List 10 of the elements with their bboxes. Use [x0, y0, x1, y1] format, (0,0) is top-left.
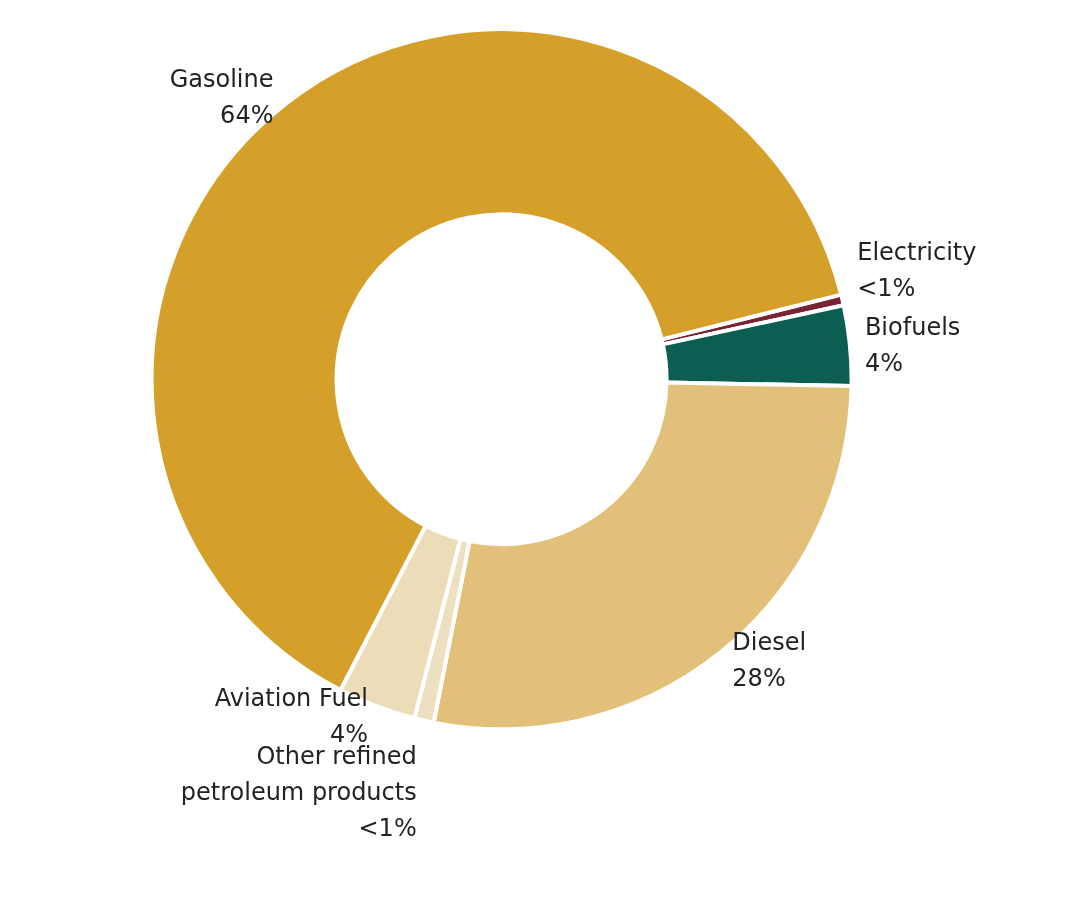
slice-label: Electricity — [857, 237, 977, 266]
slice-label: Aviation Fuel — [214, 683, 369, 712]
slice-label: Diesel — [732, 627, 807, 656]
data-label: <1% — [358, 814, 417, 843]
data-label: 64% — [220, 100, 274, 129]
data-label: <1% — [857, 273, 916, 302]
slice-label: Gasoline — [169, 64, 274, 93]
data-label: 4% — [864, 348, 903, 377]
slice-label: Biofuels — [864, 312, 961, 341]
data-label: 28% — [732, 663, 786, 692]
